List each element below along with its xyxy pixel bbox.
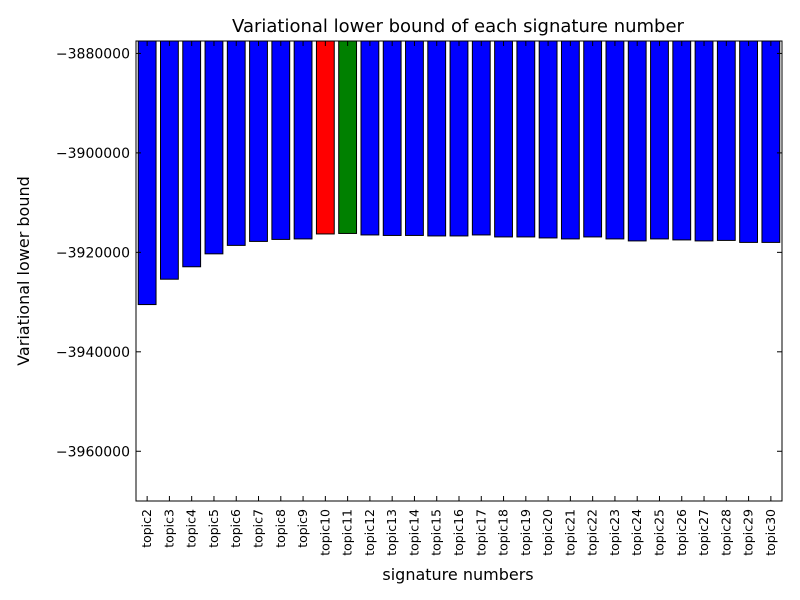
x-tick-label: topic20 [540, 509, 555, 556]
x-tick-label: topic25 [651, 509, 666, 556]
bar-topic15 [427, 40, 447, 237]
bars-group [137, 40, 781, 306]
x-tick-label: topic10 [317, 509, 332, 556]
x-tick-label: topic4 [184, 509, 199, 548]
x-tick-label: topic22 [585, 509, 600, 556]
bar-topic19 [516, 40, 536, 238]
x-tick-label: topic8 [273, 509, 288, 548]
bar-topic6 [226, 40, 246, 246]
y-tick-label: −3940000 [56, 345, 130, 361]
bar-topic28 [716, 40, 736, 241]
x-tick-label: topic16 [451, 509, 466, 556]
x-tick-label: topic21 [562, 509, 577, 556]
x-tick-label: topic13 [384, 509, 399, 556]
bar-topic7 [249, 40, 268, 242]
bar-topic9 [293, 40, 313, 240]
bar-topic22 [583, 40, 603, 238]
y-tick-label: −3880000 [56, 46, 130, 62]
x-axis-label: signature numbers [382, 565, 533, 584]
bar-topic30 [761, 40, 781, 243]
bar-topic8 [271, 40, 291, 240]
x-tick-label: topic7 [251, 509, 266, 548]
x-tick-label: topic5 [206, 509, 221, 548]
bar-topic4 [182, 40, 202, 268]
bar-topic3 [160, 40, 179, 280]
x-tick-label: topic14 [406, 509, 421, 556]
x-tick-label: topic30 [763, 509, 778, 556]
chart-title: Variational lower bound of each signatur… [232, 16, 685, 37]
x-tick-label: topic11 [340, 509, 355, 556]
x-tick-label: topic29 [741, 509, 756, 556]
x-tick-label: topic9 [295, 509, 310, 548]
bar-topic21 [560, 40, 580, 240]
bar-topic16 [449, 40, 469, 237]
bar-topic27 [694, 40, 714, 242]
y-axis-label: Variational lower bound [14, 176, 33, 366]
y-axis: −3880000 −3900000 −3920000 −3940000 −3960000 [56, 46, 782, 460]
bar-topic29 [739, 40, 758, 243]
bar-topic5 [204, 40, 224, 255]
y-tick-label: −3920000 [56, 245, 130, 261]
x-tick-label: topic23 [607, 509, 622, 556]
x-axis: topic2 topic3 topic4 topic5 topic6 topic7 topi… [139, 41, 778, 556]
x-tick-label: topic15 [429, 509, 444, 556]
x-tick-label: topic3 [161, 509, 176, 548]
x-tick-label: topic2 [139, 509, 154, 548]
x-tick-label: topic6 [228, 509, 243, 548]
bar-topic11 [338, 40, 358, 234]
bar-topic24 [627, 40, 647, 242]
x-tick-label: topic26 [674, 509, 689, 556]
x-tick-label: topic12 [362, 509, 377, 556]
bar-topic14 [405, 40, 424, 236]
bar-topic23 [605, 40, 625, 240]
bar-topic2 [137, 40, 157, 306]
x-tick-label: topic18 [496, 509, 511, 556]
y-tick-label: −3900000 [56, 146, 130, 162]
y-tick-label: −3960000 [56, 444, 130, 460]
bar-topic25 [650, 40, 669, 240]
x-tick-label: topic19 [518, 509, 533, 556]
x-tick-label: topic27 [696, 509, 711, 556]
bar-topic18 [494, 40, 513, 238]
x-tick-label: topic24 [629, 509, 644, 556]
x-tick-label: topic28 [718, 509, 733, 556]
bar-topic26 [672, 40, 692, 241]
bar-topic12 [360, 40, 380, 236]
x-tick-label: topic17 [473, 509, 488, 556]
bar-topic20 [538, 40, 558, 239]
bar-topic17 [471, 40, 491, 236]
bar-topic10 [315, 40, 335, 235]
bar-topic13 [382, 40, 402, 236]
